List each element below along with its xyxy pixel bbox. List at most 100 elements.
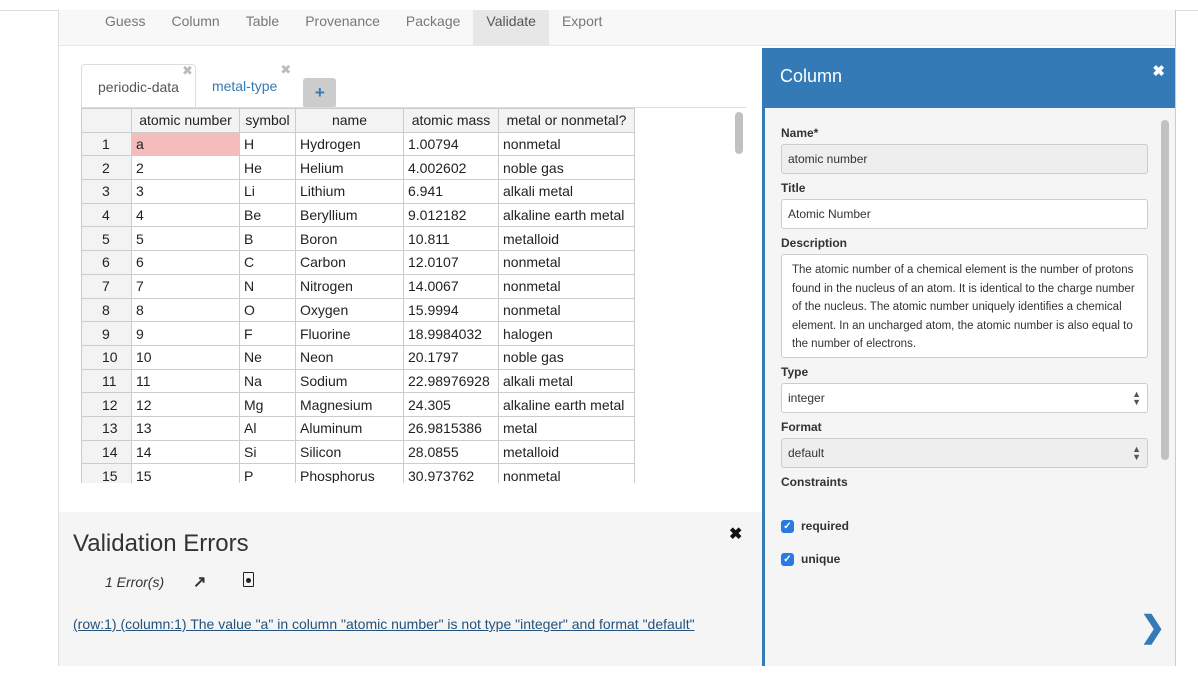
add-tab-button[interactable]: + bbox=[303, 78, 337, 108]
table-cell[interactable]: 9 bbox=[131, 321, 240, 346]
table-cell[interactable]: 8 bbox=[131, 297, 240, 323]
table-cell[interactable]: Al bbox=[239, 415, 296, 441]
table-cell[interactable]: 14.0067 bbox=[403, 273, 499, 299]
close-icon[interactable]: ✖ bbox=[182, 63, 193, 78]
table-cell[interactable]: 4 bbox=[131, 202, 240, 228]
table-cell[interactable]: Phosphorus bbox=[295, 463, 404, 483]
table-cell[interactable]: 12.0107 bbox=[403, 250, 499, 275]
table-cell[interactable]: halogen bbox=[498, 321, 635, 346]
table-cell[interactable]: Be bbox=[239, 202, 296, 228]
table-cell[interactable]: Si bbox=[239, 439, 296, 465]
table-cell[interactable]: metal bbox=[498, 415, 635, 441]
table-cell[interactable]: metalloid bbox=[498, 439, 635, 465]
table-cell[interactable]: 4.002602 bbox=[403, 155, 499, 181]
table-cell[interactable]: He bbox=[239, 155, 296, 181]
table-cell[interactable]: 11 bbox=[131, 368, 240, 394]
external-link-icon[interactable]: ↗ bbox=[193, 574, 207, 591]
table-scrollbar[interactable] bbox=[735, 112, 743, 154]
close-icon[interactable]: ✖ bbox=[1152, 63, 1165, 80]
table-cell[interactable]: Na bbox=[239, 368, 296, 394]
table-cell[interactable]: 9.012182 bbox=[403, 202, 499, 228]
table-cell[interactable]: 1.00794 bbox=[403, 131, 499, 157]
table-cell[interactable]: Hydrogen bbox=[295, 131, 404, 157]
nav-tab-column[interactable]: Column bbox=[171, 13, 220, 29]
table-cell[interactable]: 26.9815386 bbox=[403, 415, 499, 441]
table-cell[interactable]: 13 bbox=[131, 415, 240, 441]
nav-tab-validate[interactable]: Validate bbox=[473, 10, 549, 46]
tab-metal-type[interactable]: metal-type ✖ bbox=[196, 62, 293, 107]
table-cell[interactable]: Ne bbox=[239, 344, 296, 370]
table-cell[interactable]: B bbox=[239, 226, 296, 252]
table-cell[interactable]: C bbox=[239, 250, 296, 275]
column-header[interactable]: atomic mass bbox=[403, 108, 499, 133]
table-cell[interactable]: Silicon bbox=[295, 439, 404, 465]
column-header[interactable] bbox=[81, 108, 132, 133]
table-cell[interactable]: Fluorine bbox=[295, 321, 404, 346]
table-cell[interactable]: 12 bbox=[131, 392, 240, 417]
close-icon[interactable]: ✖ bbox=[280, 62, 292, 77]
table-cell[interactable]: 5 bbox=[131, 226, 240, 252]
table-cell[interactable]: F bbox=[239, 321, 296, 346]
table-cell[interactable]: nonmetal bbox=[498, 297, 635, 323]
table-cell[interactable]: 15.9994 bbox=[403, 297, 499, 323]
table-cell[interactable]: N bbox=[239, 273, 296, 299]
table-cell[interactable]: nonmetal bbox=[498, 250, 635, 275]
table-cell[interactable]: nonmetal bbox=[498, 463, 635, 483]
panel-scrollbar[interactable] bbox=[1161, 120, 1169, 460]
error-link[interactable]: (row:1) (column:1) The value "a" in colu… bbox=[73, 616, 695, 632]
table-cell[interactable]: Oxygen bbox=[295, 297, 404, 323]
table-cell[interactable]: Boron bbox=[295, 226, 404, 252]
table-cell[interactable]: 7 bbox=[131, 273, 240, 299]
table-cell[interactable]: Neon bbox=[295, 344, 404, 370]
table-cell[interactable]: Helium bbox=[295, 155, 404, 181]
nav-tab-guess[interactable]: Guess bbox=[105, 13, 146, 29]
table-cell[interactable]: 22.98976928 bbox=[403, 368, 499, 394]
table-cell[interactable]: 30.973762 bbox=[403, 463, 499, 483]
table-cell[interactable]: 14 bbox=[131, 439, 240, 465]
table-cell[interactable]: a bbox=[131, 131, 240, 157]
table-cell[interactable]: 24.305 bbox=[403, 392, 499, 417]
nav-tab-export[interactable]: Export bbox=[561, 13, 603, 29]
column-header[interactable]: name bbox=[295, 108, 404, 133]
table-cell[interactable]: nonmetal bbox=[498, 131, 635, 157]
table-cell[interactable]: Li bbox=[239, 179, 296, 204]
table-cell[interactable]: alkali metal bbox=[498, 179, 635, 204]
nav-tab-table[interactable]: Table bbox=[245, 13, 280, 29]
table-cell[interactable]: Beryllium bbox=[295, 202, 404, 228]
table-cell[interactable]: Carbon bbox=[295, 250, 404, 275]
table-cell[interactable]: O bbox=[239, 297, 296, 323]
table-cell[interactable]: 10 bbox=[131, 344, 240, 370]
table-cell[interactable]: 10.811 bbox=[403, 226, 499, 252]
table-cell[interactable]: nonmetal bbox=[498, 273, 635, 299]
file-check-icon[interactable] bbox=[243, 572, 254, 587]
type-select[interactable]: integer ▲ ▼ bbox=[781, 383, 1148, 413]
column-header[interactable]: metal or nonmetal? bbox=[498, 108, 635, 133]
table-cell[interactable]: 3 bbox=[131, 179, 240, 204]
table-cell[interactable]: 18.9984032 bbox=[403, 321, 499, 346]
table-cell[interactable]: 15 bbox=[131, 463, 240, 483]
chevron-right-icon[interactable]: ❯ bbox=[1140, 611, 1166, 644]
table-cell[interactable]: Sodium bbox=[295, 368, 404, 394]
description-textarea[interactable]: The atomic number of a chemical element … bbox=[781, 254, 1148, 358]
table-cell[interactable]: P bbox=[239, 463, 296, 483]
table-cell[interactable]: noble gas bbox=[498, 344, 635, 370]
title-input[interactable]: Atomic Number bbox=[781, 199, 1148, 229]
table-cell[interactable]: 6.941 bbox=[403, 179, 499, 204]
table-cell[interactable]: Aluminum bbox=[295, 415, 404, 441]
table-cell[interactable]: Lithium bbox=[295, 179, 404, 204]
table-cell[interactable]: metalloid bbox=[498, 226, 635, 252]
tab-periodic-data[interactable]: periodic-data ✖ bbox=[81, 64, 196, 107]
table-cell[interactable]: noble gas bbox=[498, 155, 635, 181]
format-select[interactable]: default ▲ ▼ bbox=[781, 438, 1148, 468]
column-header[interactable]: symbol bbox=[239, 108, 296, 133]
table-cell[interactable]: 28.0855 bbox=[403, 439, 499, 465]
nav-tab-package[interactable]: Package bbox=[405, 13, 461, 29]
close-icon[interactable]: ✖ bbox=[729, 526, 743, 543]
table-cell[interactable]: Magnesium bbox=[295, 392, 404, 417]
nav-tab-provenance[interactable]: Provenance bbox=[305, 13, 380, 29]
table-cell[interactable]: H bbox=[239, 131, 296, 157]
unique-checkbox[interactable]: ✓ unique bbox=[781, 552, 840, 566]
column-header[interactable]: atomic number bbox=[131, 108, 240, 133]
required-checkbox[interactable]: ✓ required bbox=[781, 519, 849, 533]
table-cell[interactable]: alkali metal bbox=[498, 368, 635, 394]
